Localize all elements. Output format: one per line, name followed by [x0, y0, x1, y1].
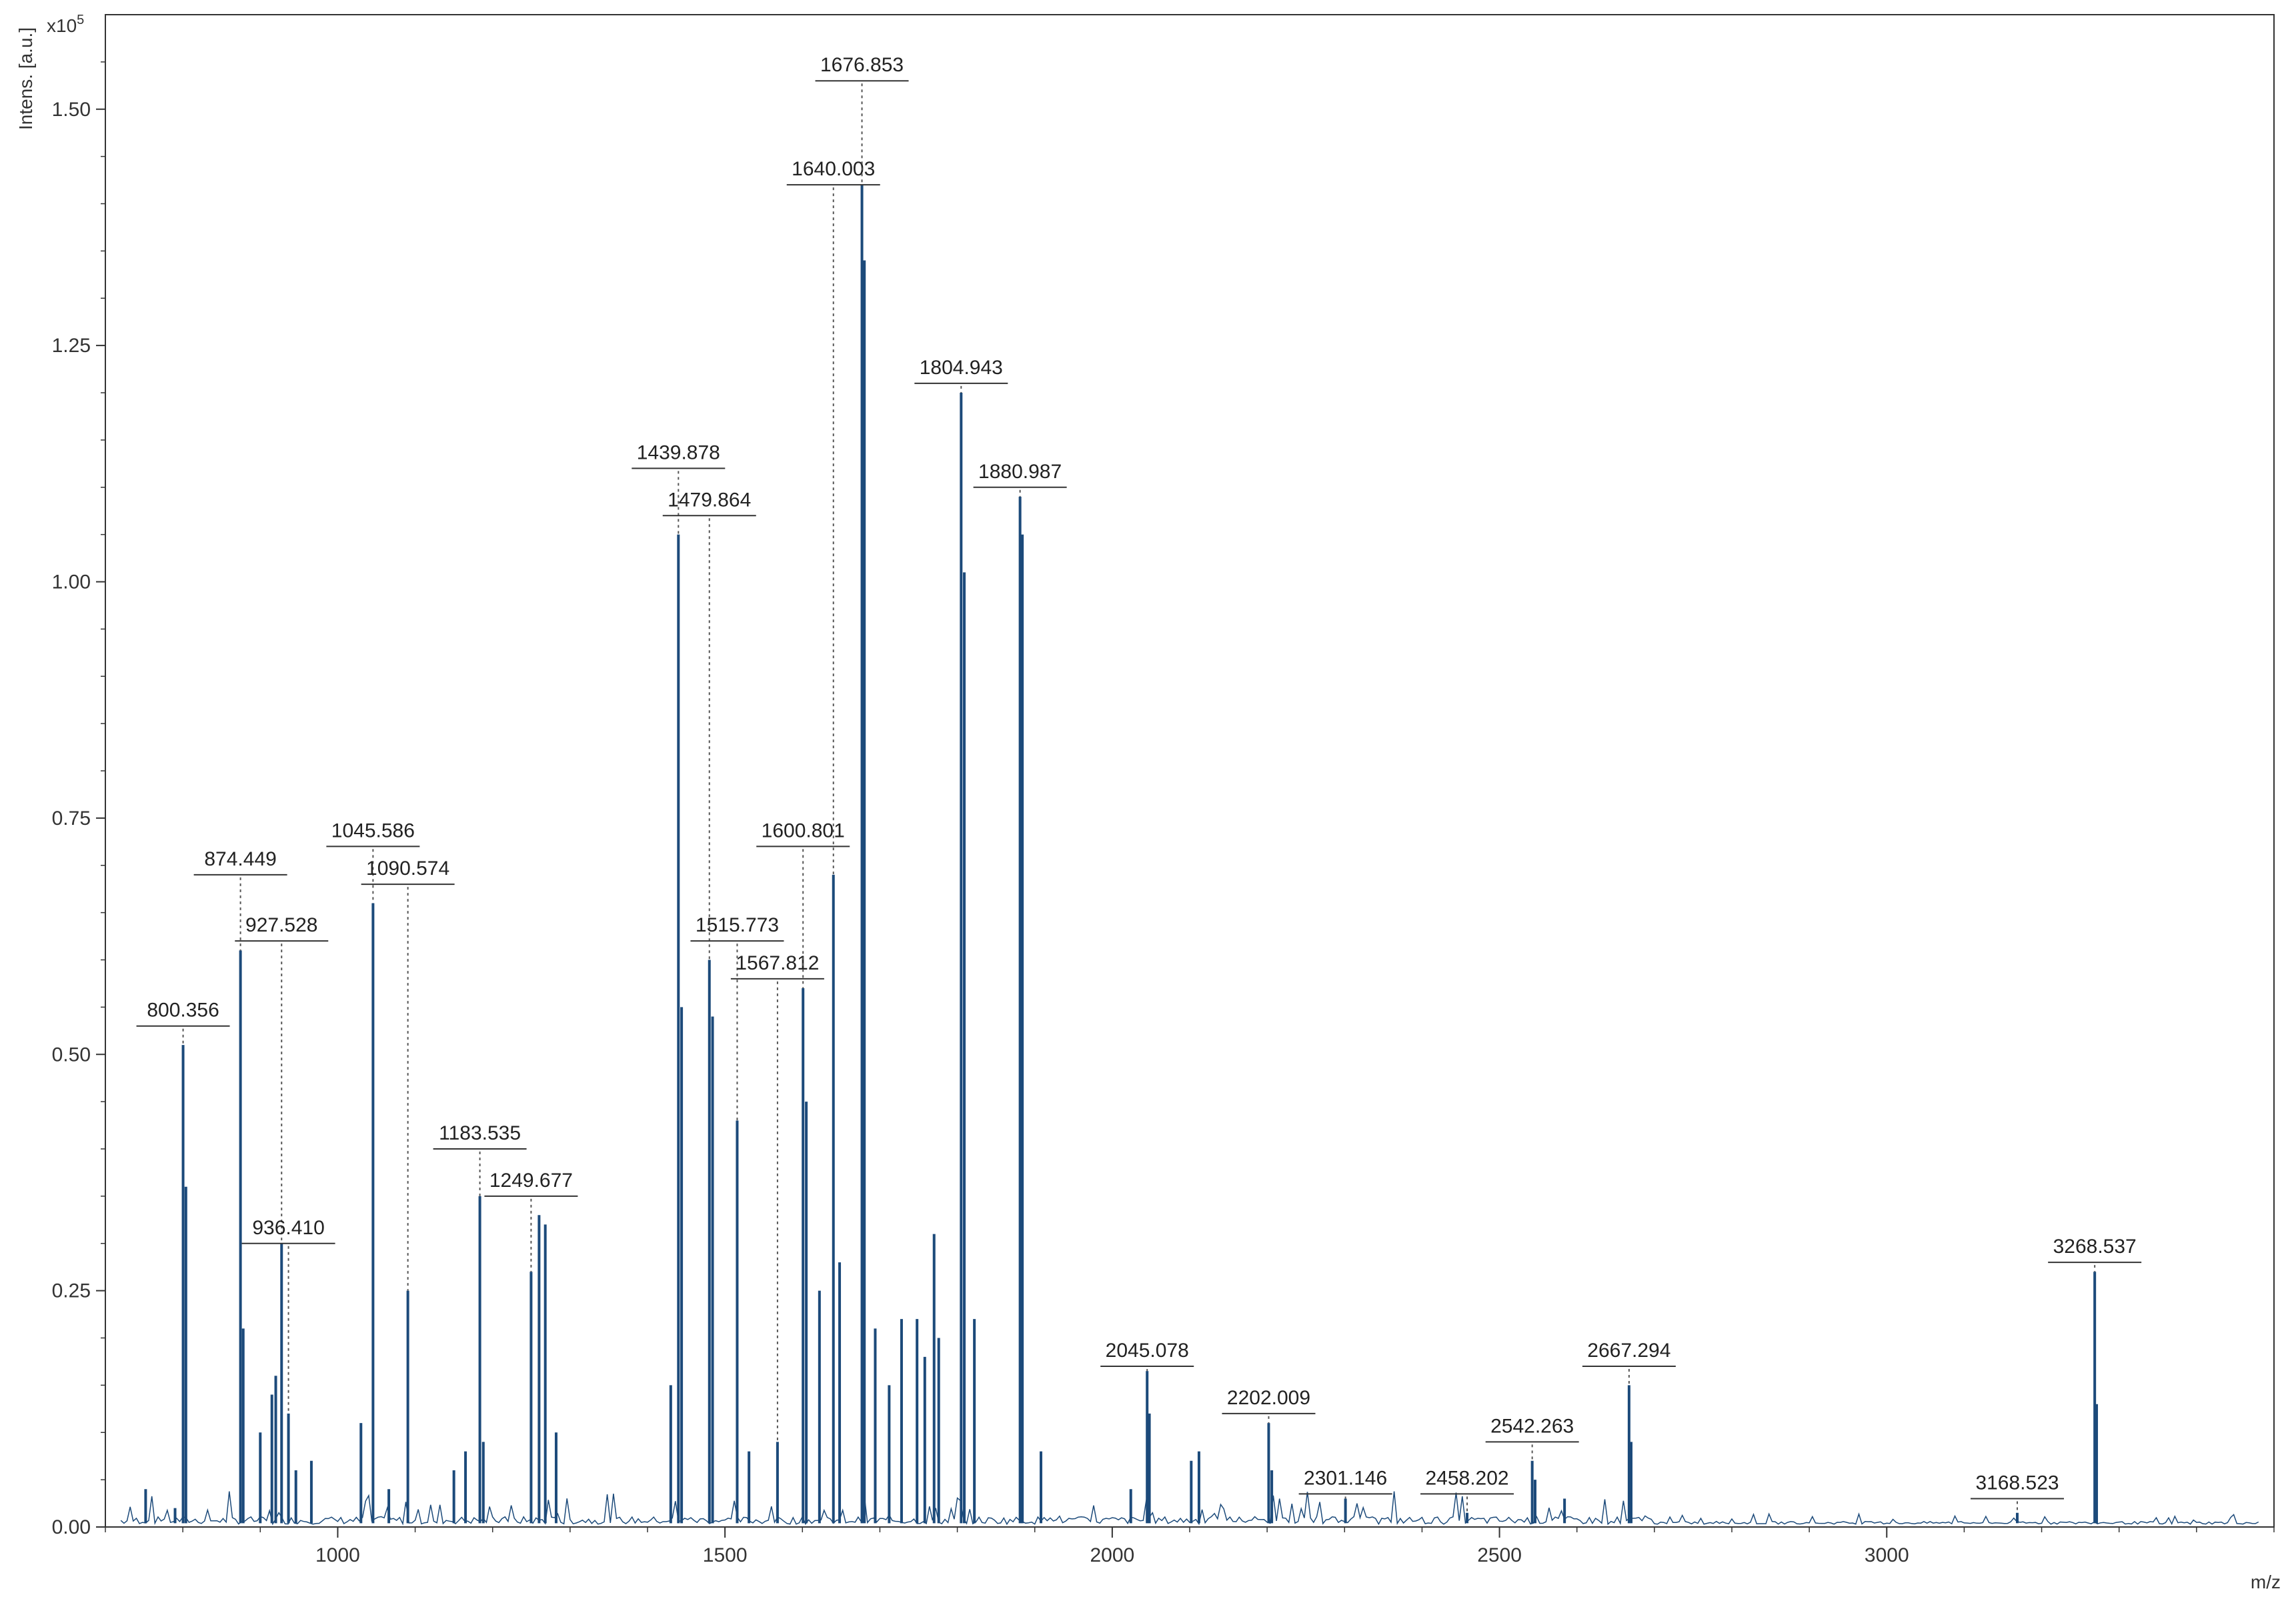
x-axis-title: m/z	[2251, 1572, 2281, 1592]
y-tick-label: 0.00	[52, 1516, 91, 1538]
peak-label: 2202.009	[1227, 1387, 1310, 1409]
x-tick-label: 1500	[703, 1544, 748, 1566]
plot-frame	[105, 14, 2275, 1528]
peak-labels-layer: 800.356 874.449 927.528 936.410 1045.586 1090…	[136, 54, 2142, 1513]
peak-label: 2667.294	[1587, 1340, 1670, 1362]
axes-layer: 0.00 0.25 0.50 0.75 1.00 1.25 1.50 1000 1500 2000…	[52, 61, 2275, 1566]
peak-label: 2301.146	[1304, 1467, 1387, 1489]
peak-label: 1567.812	[736, 952, 819, 974]
peaks-layer	[120, 185, 2259, 1526]
y-tick-label: 0.50	[52, 1044, 91, 1066]
peak-label: 1479.864	[668, 489, 751, 511]
peak-label: 1804.943	[920, 357, 1003, 379]
y-axis-title: Intens. [a.u.]	[15, 27, 36, 130]
y-axis-multiplier-exponent: 5	[77, 13, 84, 27]
y-axis-multiplier-base: x10	[47, 15, 77, 36]
y-tick-label: 1.25	[52, 335, 91, 357]
peak-label: 1600.801	[762, 820, 845, 842]
peak-label: 3168.523	[1975, 1472, 2059, 1494]
peak-label: 1676.853	[820, 54, 904, 76]
y-tick-label: 0.75	[52, 808, 91, 830]
peak-label: 800.356	[147, 1000, 219, 1022]
x-tick-label: 1000	[315, 1544, 360, 1566]
baseline-noise	[120, 1491, 2259, 1526]
x-tick-label: 2500	[1477, 1544, 1522, 1566]
y-tick-label: 1.00	[52, 571, 91, 593]
peak-label: 2458.202	[1425, 1467, 1508, 1489]
x-tick-label: 2000	[1090, 1544, 1134, 1566]
peak-label: 874.449	[204, 848, 276, 870]
peak-label: 1183.535	[439, 1122, 521, 1144]
peak-label: 927.528	[245, 914, 317, 936]
peak-label: 2045.078	[1106, 1340, 1189, 1362]
peak-label: 1439.878	[637, 441, 720, 463]
x-tick-label: 3000	[1865, 1544, 1909, 1566]
peak-label: 1880.987	[978, 461, 1062, 483]
peak-label: 1640.003	[792, 158, 875, 180]
plot-border	[105, 14, 2275, 1528]
peak-label: 1090.574	[366, 858, 449, 880]
peak-label: 2542.263	[1490, 1415, 1574, 1437]
peak-label: 936.410	[252, 1217, 324, 1239]
peak-label: 1249.677	[489, 1170, 573, 1192]
peak-label: 1515.773	[696, 914, 779, 936]
peak-label: 3268.537	[2053, 1236, 2137, 1258]
y-tick-label: 1.50	[52, 99, 91, 121]
y-axis-multiplier: x105	[47, 13, 84, 36]
y-tick-label: 0.25	[52, 1280, 91, 1302]
peak-label: 1045.586	[331, 820, 415, 842]
